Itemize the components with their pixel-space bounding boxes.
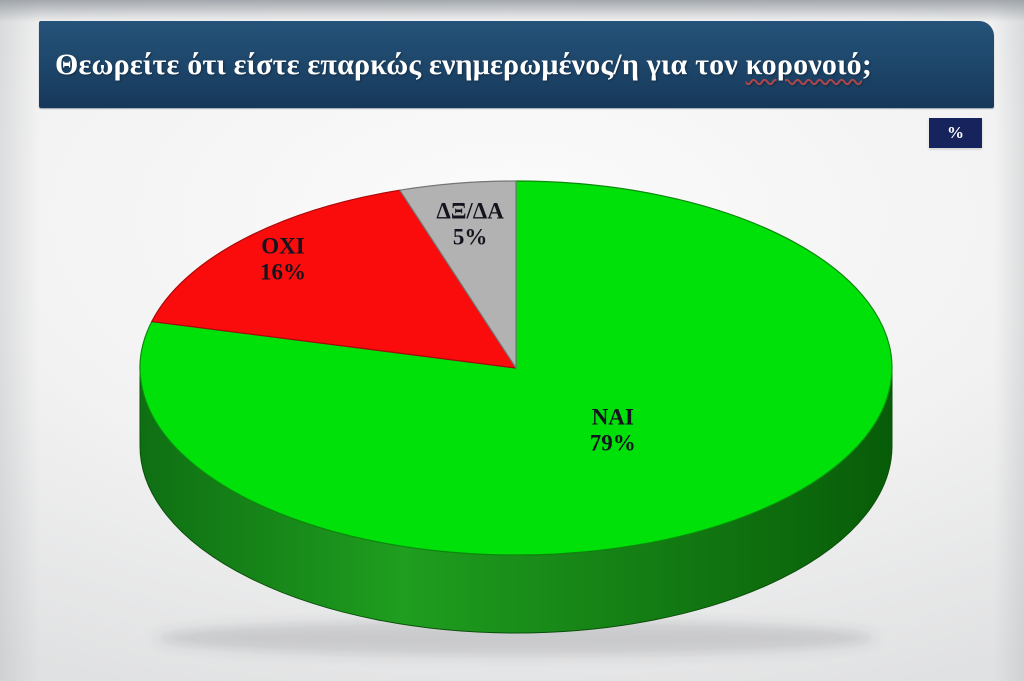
question-text: Θεωρείτε ότι είστε επαρκώς ενημερωμένος/… [55, 47, 746, 81]
question-suffix: ; [861, 47, 873, 81]
pie-slice-2 [399, 180, 517, 369]
question-title-bar: Θεωρείτε ότι είστε επαρκώς ενημερωμένος/… [39, 21, 994, 108]
percent-unit-badge: % [929, 118, 982, 148]
pie-slices-group [139, 180, 893, 556]
pie-slice-0 [139, 180, 893, 556]
pie-shadow-group [156, 620, 876, 656]
pie-slice-1 [151, 189, 517, 369]
question-word-misspelled: κορονοιό [745, 47, 862, 81]
page-title: Θεωρείτε ότι είστε επαρκώς ενημερωμένος/… [55, 48, 872, 82]
pie-drop-shadow [156, 620, 876, 656]
